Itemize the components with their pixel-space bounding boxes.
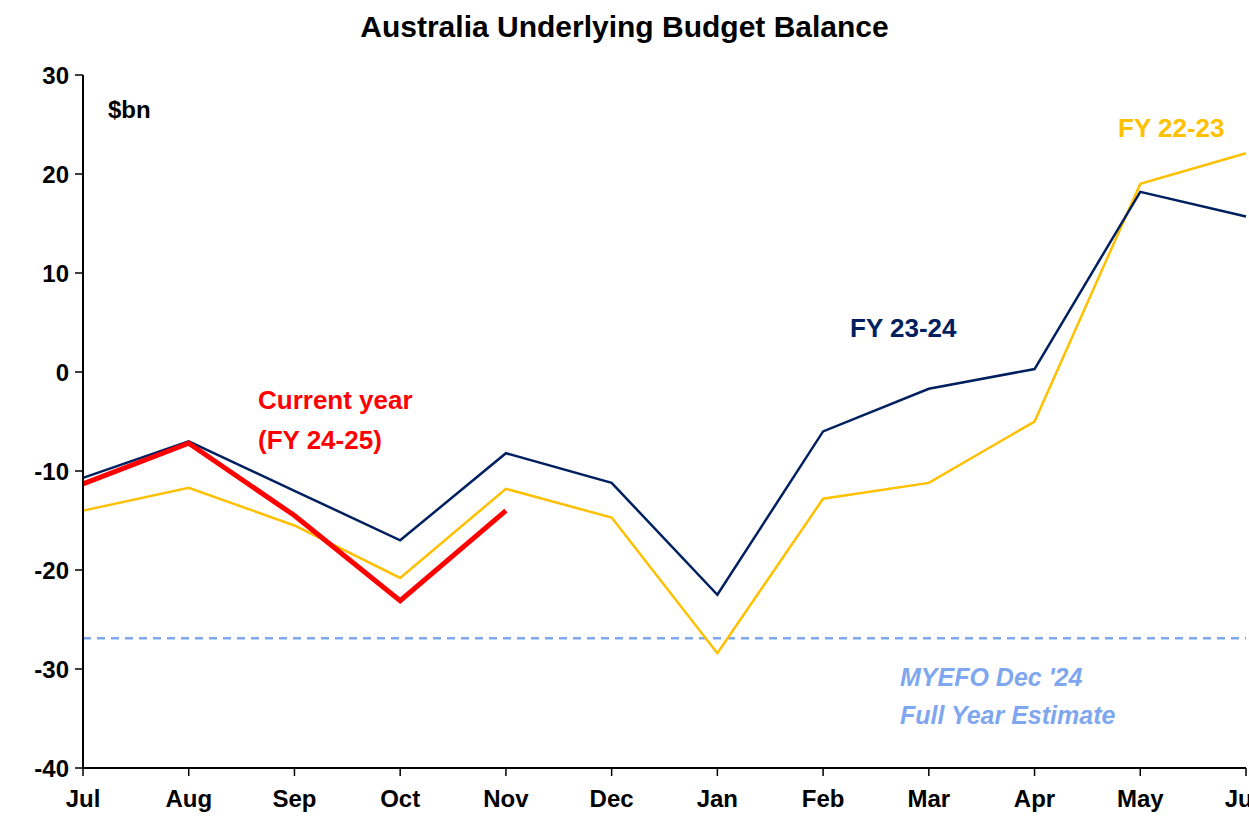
svg-text:Jul: Jul	[66, 785, 101, 812]
svg-text:Oct: Oct	[380, 785, 420, 812]
svg-text:May: May	[1117, 785, 1164, 812]
svg-text:Jun: Jun	[1225, 785, 1241, 812]
svg-text:Jan: Jan	[697, 785, 738, 812]
svg-text:Aug: Aug	[165, 785, 212, 812]
svg-text:Dec: Dec	[590, 785, 634, 812]
svg-text:Mar: Mar	[907, 785, 950, 812]
svg-text:30: 30	[42, 62, 69, 89]
svg-text:Nov: Nov	[483, 785, 529, 812]
html-text:Full Year Estimate: Full Year Estimate	[900, 701, 1116, 729]
html-text:FY 23-24: FY 23-24	[850, 313, 957, 343]
svg-text:-40: -40	[34, 755, 69, 782]
svg-text:Apr: Apr	[1014, 785, 1055, 812]
svg-text:10: 10	[42, 260, 69, 287]
svg-text:-20: -20	[34, 557, 69, 584]
svg-text:Sep: Sep	[272, 785, 316, 812]
html-text:Australia Underlying Budget Ba: Australia Underlying Budget Balance	[360, 10, 889, 43]
html-text:Current year (FY 24-25): Current year (FY 24-25)	[258, 385, 413, 455]
svg-text:0: 0	[56, 359, 69, 386]
svg-text:-30: -30	[34, 656, 69, 683]
html-text:MYEFO Dec '24: MYEFO Dec '24	[900, 663, 1083, 691]
svg-text:Feb: Feb	[802, 785, 845, 812]
svg-text:-10: -10	[34, 458, 69, 485]
html-text:FY 22-23: FY 22-23	[1118, 113, 1225, 143]
svg-text:20: 20	[42, 161, 69, 188]
html-text:$bn: $bn	[108, 96, 151, 123]
